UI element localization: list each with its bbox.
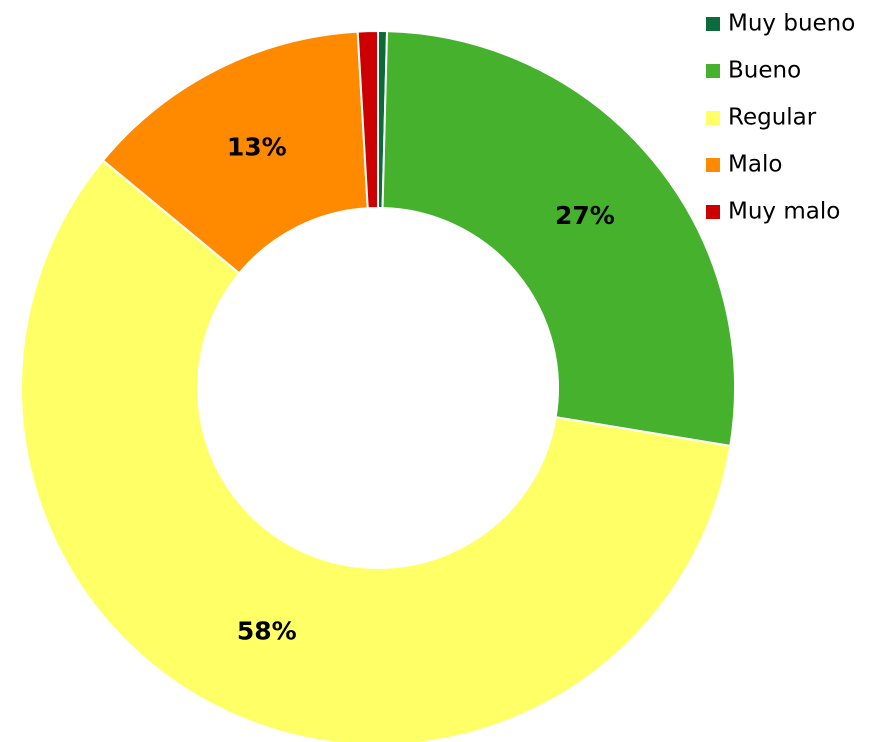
donut-slice (20, 158, 732, 742)
legend-label: Muy malo (728, 199, 840, 225)
legend-swatch (706, 205, 720, 219)
legend-swatch (706, 64, 720, 78)
legend-label: Bueno (728, 58, 801, 84)
legend-swatch (706, 158, 720, 172)
donut-slice (381, 30, 736, 448)
donut-slice (356, 29, 379, 210)
legend-label: Muy bueno (728, 11, 855, 37)
data-label: 58% (237, 616, 297, 645)
donut-slice (101, 30, 369, 275)
legend-swatch (706, 111, 720, 125)
legend-label: Malo (728, 152, 782, 178)
data-label: 27% (555, 201, 615, 230)
legend-label: Regular (728, 105, 817, 131)
legend-swatch (706, 17, 720, 31)
data-label: 13% (227, 132, 287, 161)
